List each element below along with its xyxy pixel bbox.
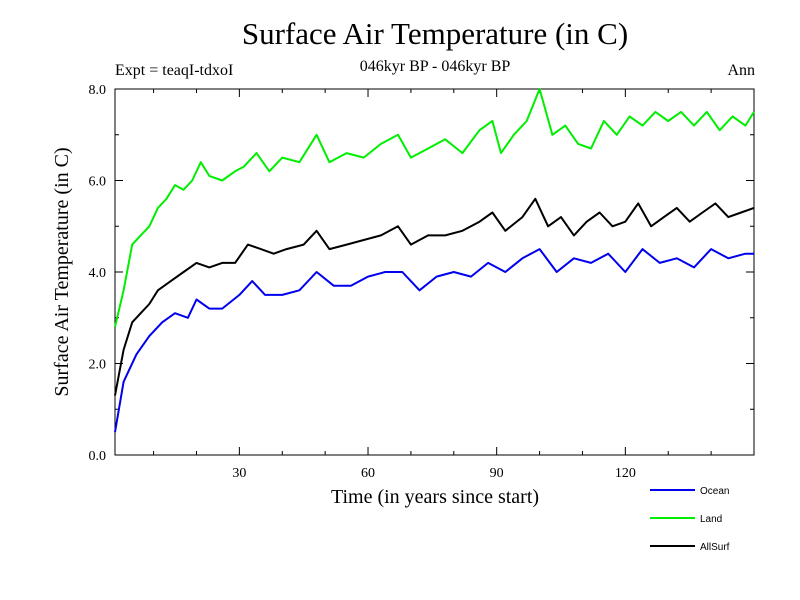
y-tick-label: 4.0 [89,266,107,281]
experiment-label: Expt = teaqI-tdxoI [115,62,234,79]
series-line-ocean [114,248,754,433]
x-tick-label: 90 [490,466,504,481]
x-axis-title: Time (in years since start) [331,486,539,508]
chart-title: Surface Air Temperature (in C) [241,16,629,51]
legend-label-land: Land [700,514,722,525]
y-tick-label: 2.0 [89,358,107,373]
x-tick-label: 30 [232,466,246,481]
period-label: Ann [727,62,755,79]
axis-ticks: 30 60 90 120 0.0 2.0 4.0 6.0 8.0 [89,83,754,481]
series-line-land [114,88,755,328]
y-tick-label: 0.0 [89,449,107,464]
chart-subtitle: 046kyr BP - 046kyr BP [359,58,511,75]
x-tick-label: 120 [615,466,636,481]
series-line-allsurf [114,197,755,396]
legend-label-allsurf: AllSurf [700,542,730,553]
series-group [114,88,755,433]
legend: Ocean Land AllSurf [650,486,730,553]
y-tick-label: 6.0 [89,175,107,190]
x-tick-label: 60 [361,466,375,481]
plot-frame [114,88,755,456]
legend-label-ocean: Ocean [700,486,729,497]
y-tick-label: 8.0 [89,83,107,98]
y-axis-title: Surface Air Temperature (in C) [51,147,73,396]
